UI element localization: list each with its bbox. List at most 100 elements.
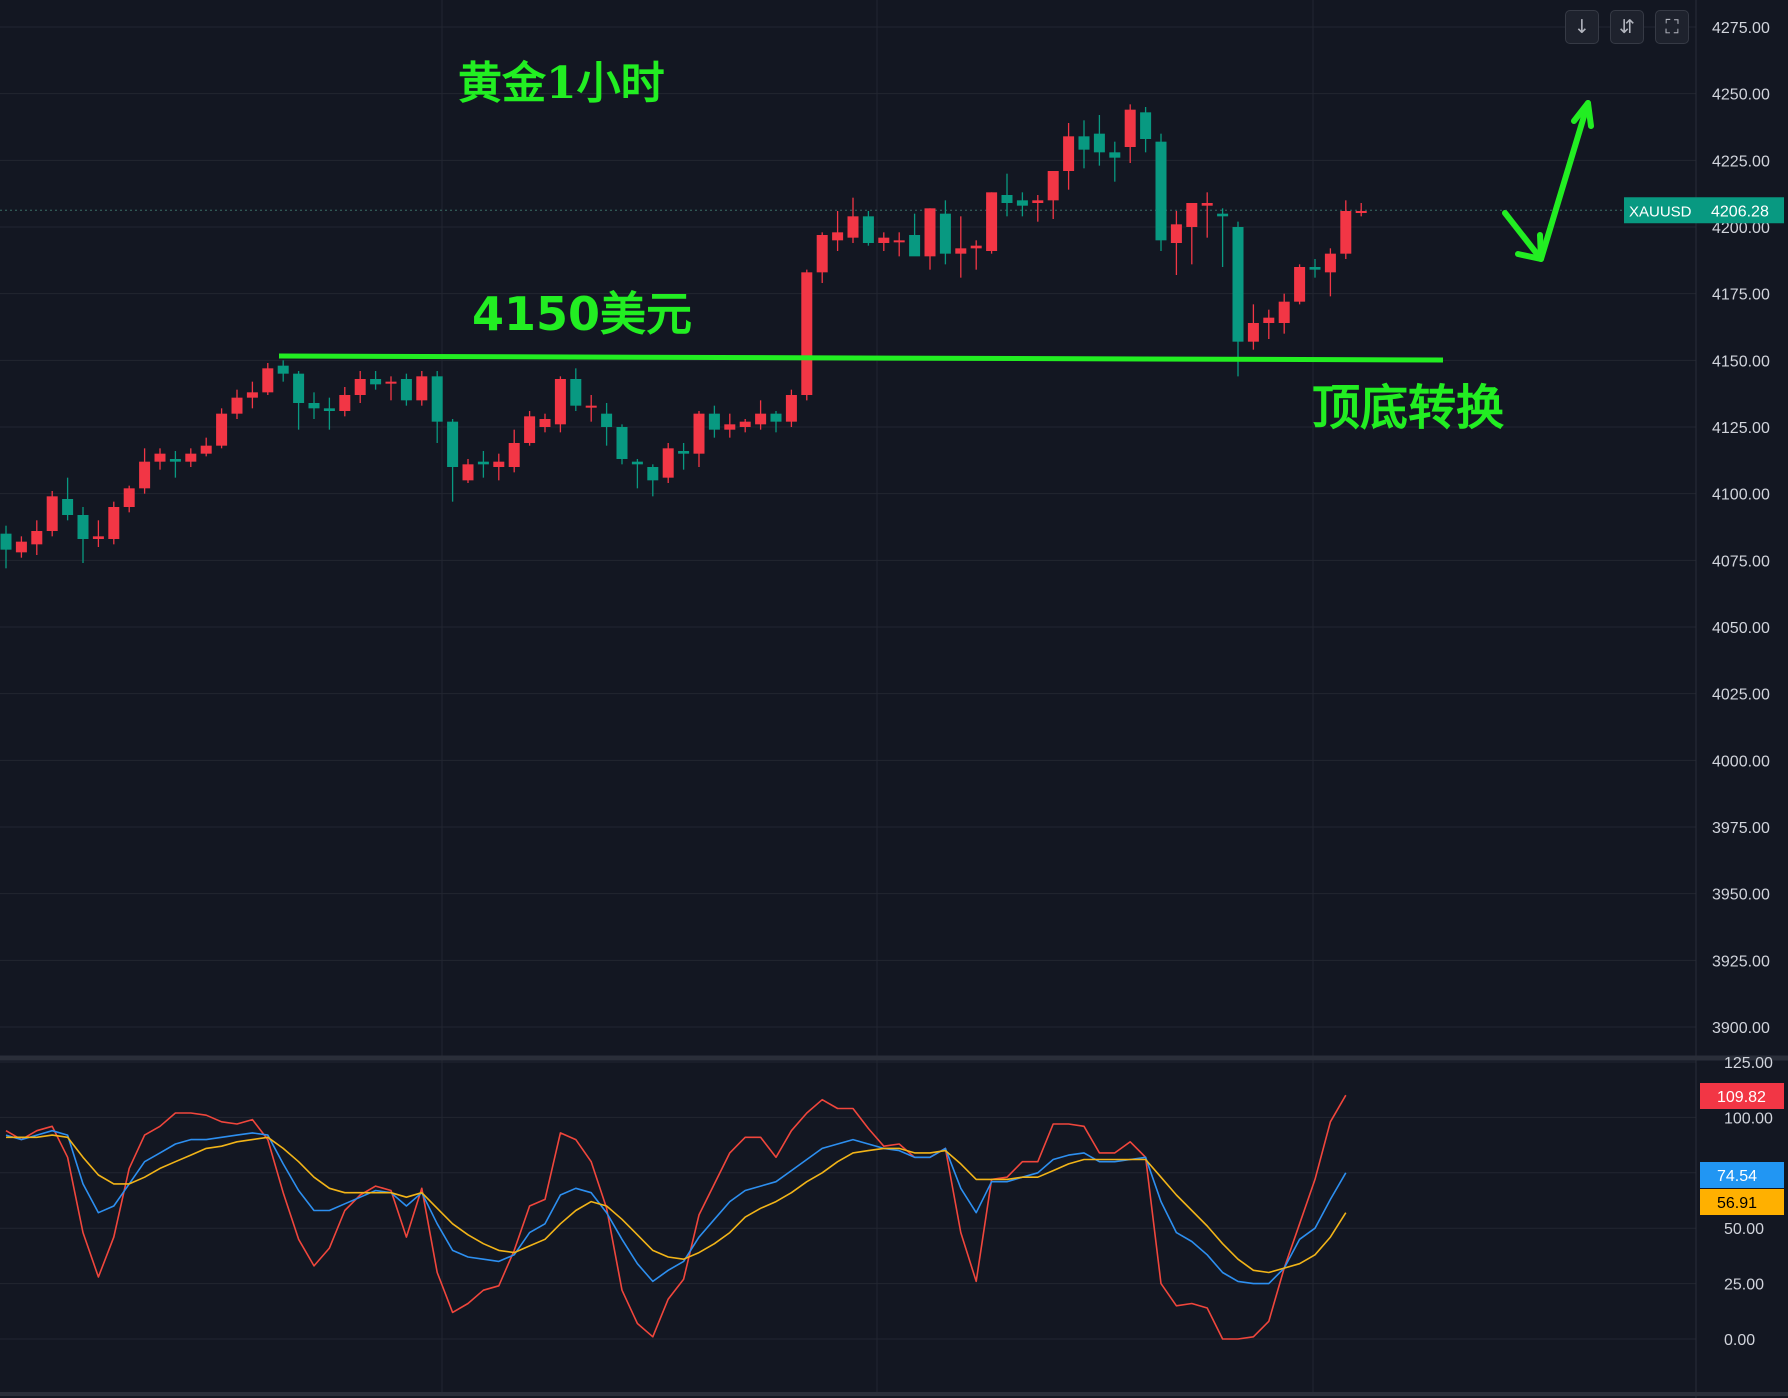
candle-body[interactable] <box>154 453 166 462</box>
candle-body[interactable] <box>847 216 859 238</box>
candle-body[interactable] <box>31 531 43 545</box>
collapse-icon[interactable]: ⇵ <box>1610 10 1644 44</box>
candle-body[interactable] <box>231 397 243 414</box>
candle-body[interactable] <box>1047 171 1059 201</box>
candle-body[interactable] <box>308 403 320 409</box>
candle-body[interactable] <box>1324 253 1336 273</box>
candle-body[interactable] <box>370 379 382 385</box>
candle-body[interactable] <box>939 213 951 254</box>
stoch-line-red[interactable] <box>5 1094 1347 1340</box>
candle-body[interactable] <box>1032 200 1044 203</box>
candle-body[interactable] <box>601 413 613 427</box>
candle-body[interactable] <box>15 541 27 553</box>
candle-body[interactable] <box>1063 136 1075 171</box>
candle-body[interactable] <box>1247 323 1259 342</box>
candle-body[interactable] <box>678 451 690 454</box>
candle-body[interactable] <box>616 427 628 459</box>
candle-body[interactable] <box>970 245 982 249</box>
candle-body[interactable] <box>77 515 89 539</box>
candle-body[interactable] <box>785 395 797 422</box>
candle-body[interactable] <box>1093 133 1105 153</box>
candle-body[interactable] <box>1340 211 1352 254</box>
candle-body[interactable] <box>1309 267 1321 270</box>
candle-body[interactable] <box>108 507 120 539</box>
candle-body[interactable] <box>524 416 536 443</box>
candle-body[interactable] <box>631 461 643 465</box>
candle-body[interactable] <box>62 499 74 515</box>
candle-body[interactable] <box>416 376 428 401</box>
candle-body[interactable] <box>246 392 258 398</box>
candle-body[interactable] <box>293 373 305 403</box>
candle-body[interactable] <box>862 216 874 243</box>
candle-body[interactable] <box>1201 203 1213 206</box>
candle-body[interactable] <box>339 395 351 411</box>
stoch-line-orange[interactable] <box>6 1134 1347 1274</box>
candle-body[interactable] <box>46 496 58 531</box>
candle-body[interactable] <box>262 368 274 393</box>
candle-body[interactable] <box>647 467 659 481</box>
candle-body[interactable] <box>447 421 459 467</box>
oscillator-lines[interactable] <box>5 1094 1347 1340</box>
candle-body[interactable] <box>801 272 813 395</box>
candle-body[interactable] <box>1217 213 1229 217</box>
candle-body[interactable] <box>1294 267 1306 302</box>
candle-body[interactable] <box>739 421 751 427</box>
candle-body[interactable] <box>770 413 782 422</box>
candle-body[interactable] <box>893 240 905 243</box>
candle-body[interactable] <box>1263 317 1275 323</box>
candle-body[interactable] <box>508 443 520 467</box>
candle-body[interactable] <box>400 379 412 401</box>
candle-body[interactable] <box>755 413 767 425</box>
candle-body[interactable] <box>185 453 197 462</box>
candle-body[interactable] <box>1078 136 1090 150</box>
candle-body[interactable] <box>354 379 366 395</box>
candle-body[interactable] <box>878 237 890 243</box>
candle-body[interactable] <box>385 381 397 384</box>
candle-body[interactable] <box>693 413 705 454</box>
candle-body[interactable] <box>955 248 967 254</box>
candle-body[interactable] <box>1109 152 1121 158</box>
fullscreen-icon[interactable]: ⛶ <box>1655 10 1689 44</box>
candle-body[interactable] <box>539 419 551 427</box>
candle-body[interactable] <box>216 413 228 446</box>
arrow-down-icon[interactable]: ↓ <box>1565 10 1599 44</box>
candle-body[interactable] <box>323 408 335 411</box>
price-candles[interactable] <box>0 104 1367 569</box>
candle-body[interactable] <box>1155 141 1167 241</box>
candle-body[interactable] <box>585 405 597 408</box>
candle-body[interactable] <box>1278 301 1290 323</box>
candle-body[interactable] <box>708 413 720 430</box>
candle-body[interactable] <box>462 464 474 481</box>
candle-body[interactable] <box>662 448 674 478</box>
price-axis[interactable]: 4275.00 4250.00 4225.00 4200.00 4175.00 4150.… <box>1712 20 1770 1037</box>
candle-body[interactable] <box>431 376 443 422</box>
candle-body[interactable] <box>1232 227 1244 342</box>
candle-body[interactable] <box>1355 211 1367 213</box>
candle-body[interactable] <box>493 461 505 467</box>
candle-body[interactable] <box>139 461 151 489</box>
candle-body[interactable] <box>1001 195 1013 203</box>
candle-body[interactable] <box>1170 224 1182 243</box>
candle-body[interactable] <box>832 232 844 241</box>
candle-body[interactable] <box>554 379 566 425</box>
candle-body[interactable] <box>169 459 181 462</box>
candle-body[interactable] <box>909 235 921 257</box>
candle-body[interactable] <box>1186 203 1198 227</box>
candle-body[interactable] <box>92 536 104 539</box>
candle-body[interactable] <box>1124 109 1136 147</box>
candle-body[interactable] <box>1140 112 1152 139</box>
support-line[interactable] <box>278 353 1444 363</box>
candle-body[interactable] <box>924 208 936 257</box>
candle-body[interactable] <box>200 445 212 454</box>
candle-body[interactable] <box>477 461 489 465</box>
candle-body[interactable] <box>724 424 736 430</box>
candle-body[interactable] <box>0 533 12 550</box>
candle-body[interactable] <box>816 235 828 273</box>
stoch-line-blue[interactable] <box>5 1129 1347 1285</box>
candle-body[interactable] <box>1016 200 1028 206</box>
candle-body[interactable] <box>123 488 135 507</box>
candle-body[interactable] <box>570 379 582 406</box>
candle-body[interactable] <box>986 192 998 251</box>
candle-body[interactable] <box>277 365 289 374</box>
